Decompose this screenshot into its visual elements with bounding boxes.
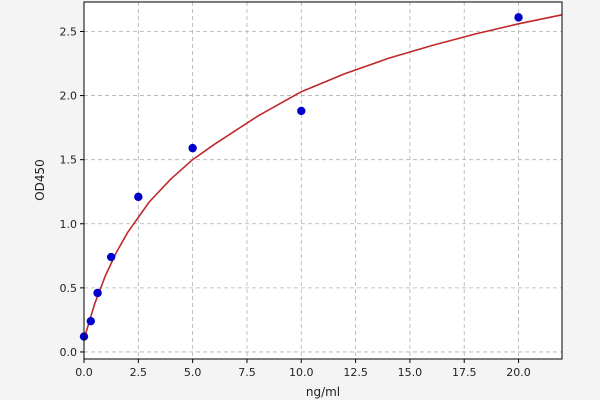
y-axis-label: OD450 — [33, 159, 47, 201]
y-tick-label: 1.5 — [60, 154, 78, 167]
data-point — [188, 143, 197, 153]
data-point — [134, 192, 143, 202]
x-tick-label: 15.0 — [398, 366, 423, 379]
x-tick-label: 20.0 — [506, 366, 531, 379]
data-point — [297, 106, 306, 116]
y-tick-label: 0.0 — [60, 346, 78, 359]
x-tick-label: 5.0 — [184, 366, 202, 379]
points-group — [79, 13, 523, 341]
data-point — [106, 252, 116, 262]
y-tick-label: 1.0 — [60, 218, 78, 231]
x-tick-label: 2.5 — [130, 366, 148, 379]
x-tick-label: 12.5 — [343, 366, 368, 379]
x-axis-label: ng/ml — [306, 385, 340, 399]
x-tick-label: 7.5 — [238, 366, 256, 379]
x-tick-label: 10.0 — [289, 366, 314, 379]
y-tick-label: 0.5 — [60, 282, 78, 295]
data-point — [93, 288, 102, 298]
x-tick-label: 17.5 — [452, 366, 477, 379]
plot-area — [84, 2, 562, 359]
data-point — [514, 13, 523, 22]
y-tick-label: 2.5 — [60, 25, 78, 38]
plot-frame — [83, 1, 563, 360]
data-point — [86, 316, 95, 326]
x-tick-label: 0.0 — [75, 366, 93, 379]
grid — [83, 2, 562, 359]
ticks: 0.0 2.5 5.0 7.5 10.0 12.5 15.0 17.5 20.0 0.0 0.5 1.… — [60, 25, 531, 379]
y-tick-label: 2.0 — [60, 90, 78, 103]
